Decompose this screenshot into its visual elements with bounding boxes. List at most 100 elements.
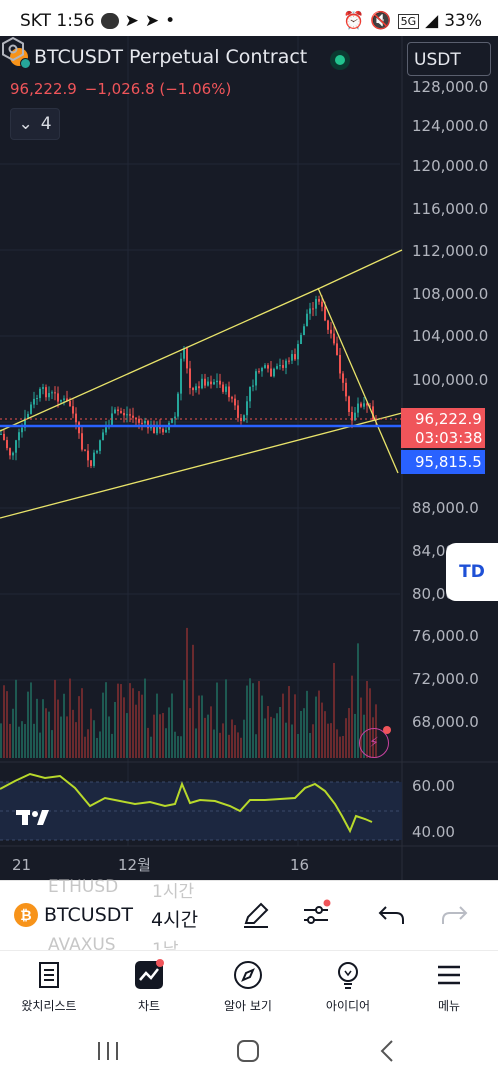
candle-body — [75, 413, 77, 423]
volume-bar — [102, 692, 104, 758]
battery-level: 33% — [444, 11, 482, 31]
candle-body — [180, 358, 182, 394]
candle-body — [315, 299, 317, 309]
volume-bar — [291, 724, 293, 758]
nav-watchlist[interactable]: 왔치리스트 — [4, 959, 94, 1014]
volume-bar — [261, 695, 263, 758]
candle-body — [45, 387, 47, 398]
volume-bar — [216, 682, 218, 758]
candle-body — [345, 382, 347, 397]
broker-logo-icon: TD — [459, 562, 485, 582]
volume-bar — [294, 694, 296, 758]
volume-bar — [351, 675, 353, 758]
candle-body — [342, 373, 344, 383]
chart-svg[interactable]: 21 12월 16 — [0, 36, 498, 880]
volume-bar — [45, 708, 47, 758]
candle-body — [99, 440, 101, 451]
volume-bar — [225, 679, 227, 758]
volume-bar — [150, 736, 152, 758]
price-axis-label: 116,000.0 — [412, 200, 489, 218]
bottom-nav: 왔치리스트 차트 알아 보기 아이 — [0, 950, 498, 1023]
chart-area[interactable]: 21 12월 16 BTCUSDT Perpetual Contract USD… — [0, 36, 498, 880]
volume-bar — [156, 693, 158, 758]
volume-bar — [189, 708, 191, 758]
candle-body — [33, 398, 35, 405]
indicator-count: 4 — [40, 114, 52, 134]
candle-body — [42, 387, 44, 389]
candle-body — [243, 415, 245, 422]
candle-body — [276, 366, 278, 369]
nav-explore[interactable]: 알아 보기 — [203, 959, 293, 1014]
symbol-title[interactable]: BTCUSDT Perpetual Contract — [10, 46, 307, 69]
candle-body — [219, 380, 221, 385]
candle-body — [102, 432, 104, 441]
candle-body — [282, 365, 284, 368]
candle-body — [129, 414, 131, 416]
volume-bar — [231, 719, 233, 758]
indicators-sliders-icon[interactable] — [300, 899, 332, 931]
volume-bar — [330, 723, 332, 758]
candle-body — [270, 368, 272, 377]
current-price-value: 96,222.9 — [415, 410, 482, 428]
redo-icon[interactable] — [438, 899, 470, 931]
nav-menu[interactable]: 메뉴 — [404, 959, 494, 1014]
price-change: −1,026.8 (−1.06%) — [84, 80, 232, 98]
volume-bar — [66, 716, 68, 758]
time-label-dec: 12월 — [118, 856, 151, 874]
candle-body — [0, 433, 2, 435]
chart-settings-icon[interactable] — [0, 36, 26, 62]
candle-body — [18, 432, 20, 441]
volume-bar — [210, 706, 212, 758]
candle-countdown: 03:03:38 — [415, 429, 483, 447]
candle-body — [264, 365, 266, 368]
volume-bar — [123, 697, 125, 758]
candle-body — [69, 401, 71, 407]
currency-selector[interactable]: USDT — [407, 42, 491, 76]
recent-apps-icon[interactable] — [96, 1040, 120, 1062]
volume-bar — [159, 714, 161, 758]
volume-bar — [147, 727, 149, 758]
candle-body — [285, 360, 287, 368]
drawing-pen-icon[interactable] — [240, 899, 272, 931]
interval-button[interactable]: 4시간 — [151, 909, 199, 931]
price-axis-label: 124,000.0 — [412, 117, 489, 135]
nav-chart[interactable]: 차트 — [104, 959, 194, 1014]
volume-bar — [327, 723, 329, 758]
volume-bar — [141, 694, 143, 758]
volume-bar — [228, 734, 230, 758]
candle-body — [231, 397, 233, 399]
candle-body — [21, 427, 23, 433]
candle-body — [51, 392, 53, 394]
volume-bar — [177, 736, 179, 758]
candle-body — [87, 450, 89, 461]
signal-5g-icon: 5G — [397, 13, 420, 29]
home-icon[interactable] — [236, 1039, 260, 1063]
indicator-collapse-button[interactable]: ⌄ 4 — [10, 108, 60, 140]
watchlist-icon — [39, 962, 59, 988]
volume-bar — [267, 706, 269, 758]
candle-body — [126, 414, 128, 416]
broker-badge-button[interactable]: TD — [446, 543, 498, 601]
volume-bar — [24, 724, 26, 758]
volume-bar — [303, 708, 305, 758]
candle-body — [183, 348, 185, 359]
volume-bar — [336, 729, 338, 758]
market-status-icon[interactable] — [330, 50, 350, 70]
candle-body — [258, 371, 260, 373]
candle-body — [66, 398, 68, 402]
candle-body — [132, 415, 134, 418]
candle-body — [78, 422, 80, 434]
volume-bar — [144, 678, 146, 758]
symbol-button[interactable]: ₿ BTCUSDT — [14, 903, 133, 927]
volume-bar — [84, 736, 86, 758]
symbol-button-label: BTCUSDT — [44, 904, 133, 926]
volume-bar — [87, 729, 89, 758]
volume-bar — [111, 733, 113, 758]
volume-bar — [357, 643, 359, 758]
volume-bar — [270, 716, 272, 758]
volume-bar — [162, 712, 164, 758]
back-icon[interactable] — [378, 1039, 398, 1063]
flash-icon[interactable]: ⚡ — [359, 726, 391, 758]
undo-icon[interactable] — [376, 899, 408, 931]
nav-ideas[interactable]: 아이디어 — [303, 959, 393, 1014]
